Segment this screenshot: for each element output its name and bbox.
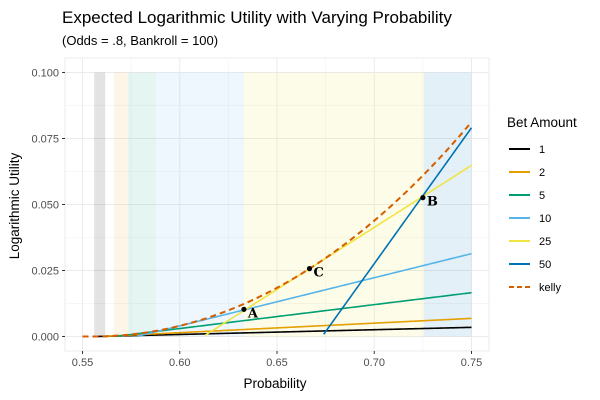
x-tick-label: 0.65 [266,357,287,369]
legend-item-5: 5 [509,190,545,202]
series-lines [82,121,473,338]
band [105,73,114,337]
legend-label: 1 [539,144,545,156]
x-axis-title: Probability [243,376,306,391]
y-tick-label: 0.025 [31,265,59,277]
series-line-1 [98,326,472,338]
y-tick-label: 0.075 [31,134,59,146]
y-tick-label: 0.100 [31,68,59,80]
series-line-kelly [82,121,473,338]
legend-item-1: 1 [509,144,545,156]
series-line-2 [103,317,472,338]
legend-item-kelly: kelly [509,282,562,294]
series-line-25 [204,164,472,337]
band [128,72,156,337]
legend-label: 10 [539,213,551,225]
grid [65,58,489,351]
series-line-50 [323,127,473,335]
x-tick-label: 0.55 [72,357,93,369]
band [423,72,472,337]
legend-label: 50 [539,259,551,271]
x-tick-label: 0.70 [364,357,385,369]
bands [94,72,472,337]
legend-item-2: 2 [509,167,545,179]
x-tick-label: 0.60 [169,357,190,369]
chart-subtitle: (Odds = .8, Bankroll = 100) [62,33,218,48]
band [114,72,129,337]
point-marker-C [306,266,313,272]
point-marker-A [241,306,247,312]
band [94,72,106,337]
y-tick-label: 0.050 [31,200,59,212]
point-label-C: C [313,266,323,281]
point-label-A: A [247,306,259,321]
series-line-5 [115,291,472,338]
legend-label: 25 [539,236,551,248]
legend-label: 2 [539,167,545,179]
legend-title: Bet Amount [507,115,577,130]
point-marker-B [420,195,426,201]
legend-label: 5 [539,190,545,202]
legend-label: kelly [539,282,562,294]
legend-item-25: 25 [509,236,551,248]
axes: 0.55 0.60 0.65 0.70 0.75 0.000 0.025 0.050 0.075… [31,68,482,369]
chart-title: Expected Logarithmic Utility with Varyin… [62,8,452,27]
x-tick-label: 0.75 [461,357,482,369]
point-label-B: B [427,195,438,210]
y-axis-title: Logarithmic Utility [7,152,22,259]
band [243,72,424,337]
band [155,72,244,337]
labeled-points: A C B [241,195,438,321]
y-tick-label: 0.000 [31,331,59,343]
legend-item-10: 10 [509,213,551,225]
legend-item-50: 50 [509,259,551,271]
